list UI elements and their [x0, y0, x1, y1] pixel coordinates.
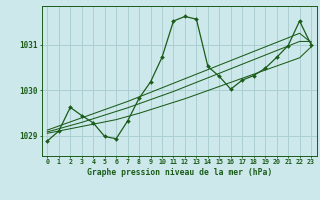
X-axis label: Graphe pression niveau de la mer (hPa): Graphe pression niveau de la mer (hPa) [87, 168, 272, 177]
